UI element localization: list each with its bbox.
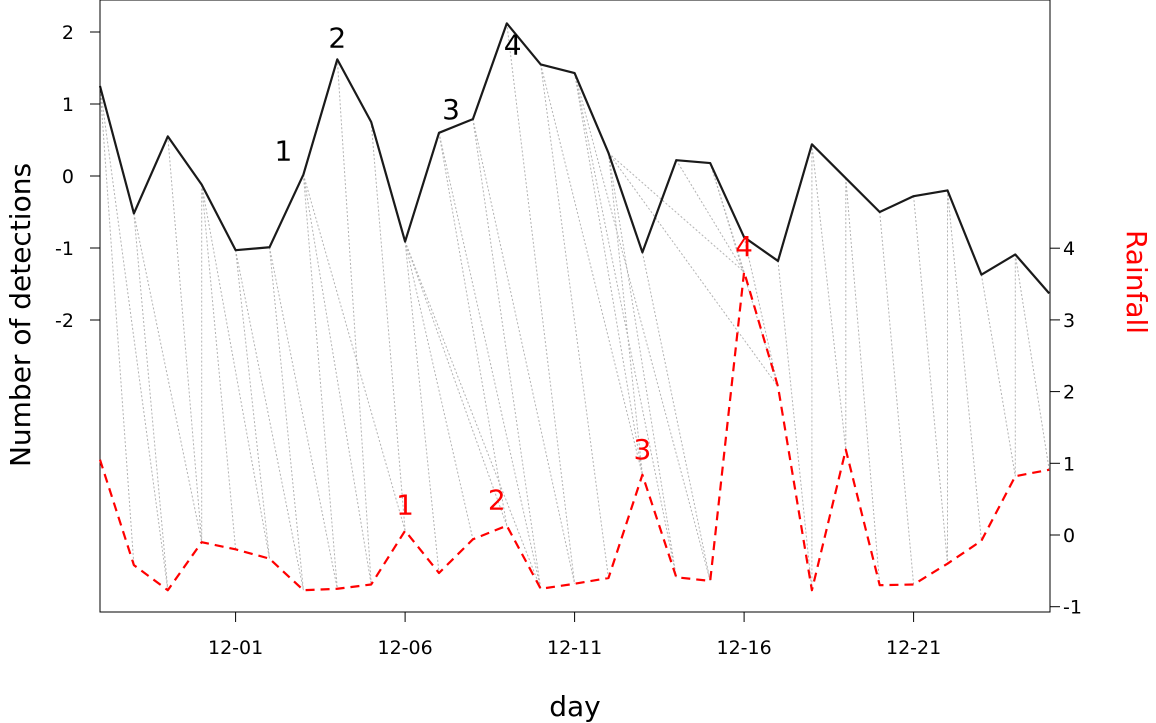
- left-y-axis: 2 1 0 -1 -2: [55, 22, 101, 332]
- x-tick-label: 12-06: [377, 637, 432, 659]
- connector-line: [302, 174, 406, 531]
- connector-line: [404, 241, 542, 589]
- peak-label-rainfall: 2: [488, 484, 506, 517]
- connector-line: [947, 190, 982, 541]
- connector-line: [472, 119, 576, 584]
- connector-line: [913, 196, 948, 564]
- left-y-tick-label: -2: [55, 310, 74, 332]
- connector-line: [608, 152, 677, 578]
- connector-line: [743, 237, 779, 387]
- connector-line: [404, 241, 474, 540]
- left-y-tick-label: -1: [55, 238, 74, 260]
- connector-line: [845, 178, 881, 586]
- right-y-tick-label: 3: [1063, 310, 1075, 332]
- peak-label-rainfall: 1: [396, 489, 414, 522]
- x-tick-label: 12-11: [547, 637, 602, 659]
- connector-line: [675, 159, 745, 273]
- x-tick-label: 12-21: [886, 637, 941, 659]
- right-y-tick-label: -1: [1063, 597, 1082, 619]
- x-axis-title: day: [549, 690, 601, 723]
- connector-line: [608, 152, 779, 387]
- connector-line: [641, 252, 711, 581]
- peak-label-detections: 2: [328, 21, 346, 54]
- connector-line: [506, 23, 576, 584]
- connector-line: [99, 85, 135, 566]
- connector-line: [302, 174, 372, 585]
- peak-label-rainfall: 4: [735, 230, 753, 263]
- peak-label-detections: 1: [274, 135, 292, 168]
- x-tick-label: 12-16: [716, 637, 771, 659]
- peak-annotations: 1 2 3 4 1 2 3 4: [274, 21, 753, 521]
- right-y-tick-label: 0: [1063, 525, 1075, 547]
- connector-line: [133, 213, 203, 543]
- connector-line: [472, 119, 542, 589]
- connector-line: [167, 136, 203, 543]
- right-y-axis-title: Rainfall: [1120, 230, 1153, 334]
- left-y-tick-label: 2: [62, 22, 74, 44]
- connector-line: [574, 72, 711, 582]
- connector-line: [269, 247, 338, 589]
- connector-line: [574, 72, 677, 578]
- left-y-tick-label: 1: [62, 94, 74, 116]
- connector-line: [879, 211, 915, 585]
- left-y-axis-title: Number of detections: [4, 163, 37, 467]
- peak-label-detections: 3: [442, 93, 460, 126]
- series-lines: [98, 22, 1051, 592]
- peak-label-detections: 4: [504, 28, 522, 61]
- connector-line: [811, 144, 847, 450]
- connector-line: [201, 184, 270, 559]
- connector-line: [404, 241, 440, 574]
- right-y-axis: 4 3 2 1 0 -1: [1050, 238, 1082, 619]
- right-y-tick-label: 2: [1063, 382, 1075, 404]
- connector-line: [574, 72, 643, 475]
- connector-line: [540, 64, 643, 475]
- x-axis: 12-01 12-06 12-11 12-16 12-21: [208, 612, 941, 659]
- connector-line: [608, 152, 643, 475]
- connector-line: [235, 250, 270, 559]
- connector-line: [1014, 254, 1050, 470]
- connector-line: [201, 184, 237, 550]
- connector-line: [302, 174, 338, 589]
- connector-line: [438, 132, 508, 526]
- connector-lines: [99, 23, 1050, 591]
- connector-line: [336, 59, 372, 585]
- connector-line: [99, 85, 169, 591]
- right-y-tick-label: 4: [1063, 238, 1075, 260]
- connector-line: [269, 247, 304, 591]
- connector-line: [980, 274, 1016, 477]
- rainfall-series-line: [98, 270, 1050, 592]
- connector-line: [540, 64, 609, 579]
- peak-label-rainfall: 3: [633, 433, 651, 466]
- right-y-tick-label: 1: [1063, 453, 1075, 475]
- connector-line: [438, 132, 542, 589]
- left-y-tick-label: 0: [62, 166, 74, 188]
- connector-line: [133, 213, 169, 591]
- connector-line: [370, 121, 406, 531]
- connector-line: [235, 250, 304, 591]
- detections-series-line: [98, 22, 1051, 295]
- x-tick-label: 12-01: [208, 637, 263, 659]
- connector-line: [777, 260, 813, 591]
